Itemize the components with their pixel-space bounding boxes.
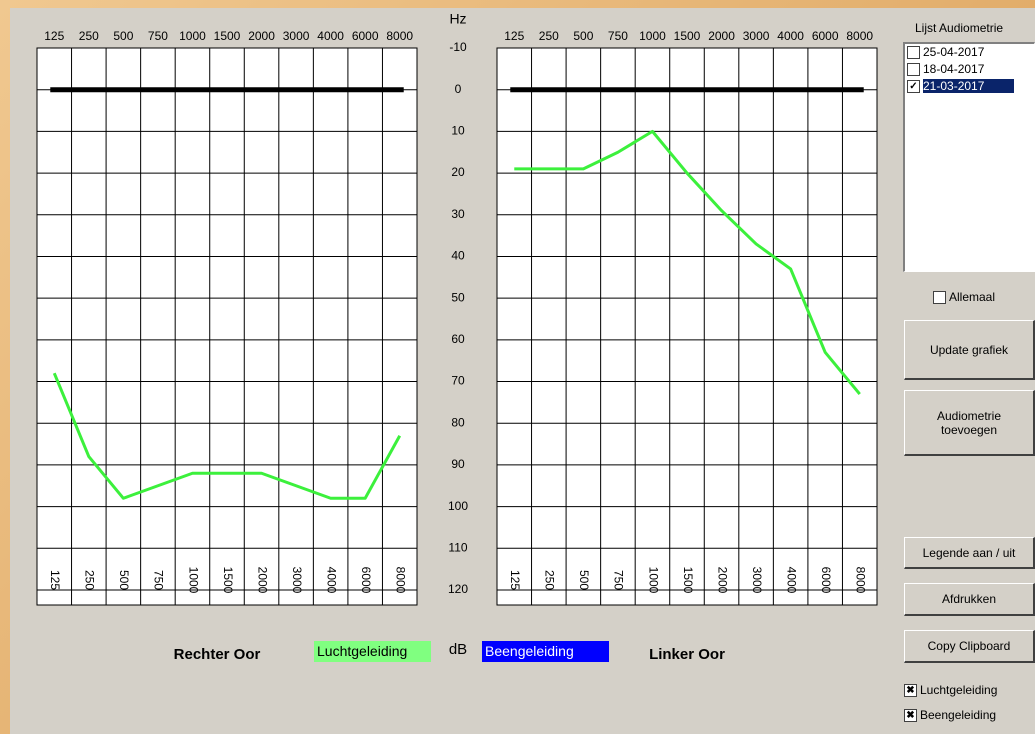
plot-background <box>36 47 418 606</box>
list-item[interactable]: 18-04-2017 <box>905 61 1034 78</box>
x-tick-label: 250 <box>539 29 559 43</box>
chart-title: Linker Oor <box>649 646 725 663</box>
x-tick-label-rotated: 500 <box>577 570 591 590</box>
x-tick-label: 2000 <box>248 29 275 43</box>
list-title[interactable]: Lijst Audiometrie <box>915 21 1004 35</box>
x-tick-label: 125 <box>44 29 64 43</box>
y-tick-label: 50 <box>451 290 465 304</box>
y-tick-label: 100 <box>448 499 468 513</box>
x-tick-label-rotated: 250 <box>83 570 97 590</box>
series-line <box>52 372 402 500</box>
x-tick-label-rotated: 2000 <box>255 567 269 594</box>
x-tick-label-rotated: 125 <box>508 570 522 590</box>
checkbox: ✓ <box>907 80 920 94</box>
x-tick-label: 1000 <box>639 29 666 43</box>
x-tick-label-rotated: 4000 <box>784 567 798 594</box>
checkbox <box>933 291 946 305</box>
option-checkbox[interactable]: ✖ Beengeleiding <box>904 708 997 723</box>
list-item-label: 25-04-2017 <box>923 45 985 59</box>
y-tick-label: 80 <box>451 415 465 429</box>
x-axis-label: Hz <box>449 11 466 27</box>
x-tick-label-rotated: 250 <box>543 570 557 590</box>
x-tick-label: 2000 <box>708 29 735 43</box>
x-tick-label: 750 <box>148 29 168 43</box>
y-tick-label: 10 <box>451 124 465 138</box>
chart-title: Rechter Oor <box>174 646 261 663</box>
y-tick-label: 120 <box>448 582 468 596</box>
legend-item: Luchtgeleiding <box>314 641 431 662</box>
button[interactable]: Legende aan / uit <box>904 537 1035 569</box>
all-checkbox[interactable]: Allemaal <box>933 290 996 305</box>
checkbox: ✖ <box>904 684 917 698</box>
x-tick-label: 1500 <box>214 29 241 43</box>
x-tick-label: 8000 <box>386 29 413 43</box>
button[interactable]: Copy Clipboard <box>904 630 1035 663</box>
list-item-label: 21-03-2017 <box>923 79 1015 93</box>
x-tick-label: 750 <box>608 29 628 43</box>
x-tick-label: 1500 <box>674 29 701 43</box>
date-list[interactable]: 25-04-2017 18-04-2017 ✓ 21-03-2017 <box>903 42 1035 272</box>
x-tick-label: 125 <box>504 29 524 43</box>
y-tick-label: 40 <box>451 249 465 263</box>
x-tick-label: 3000 <box>743 29 770 43</box>
checkbox <box>907 46 920 60</box>
x-tick-label-rotated: 4000 <box>324 567 338 594</box>
x-tick-label-rotated: 1000 <box>646 567 660 594</box>
x-tick-label-rotated: 750 <box>152 570 166 590</box>
y-tick-label: 0 <box>455 82 462 96</box>
x-tick-label-rotated: 125 <box>48 570 62 590</box>
x-tick-label: 500 <box>113 29 133 43</box>
checkbox-label: Allemaal <box>949 290 996 304</box>
y-tick-label: 60 <box>451 332 465 346</box>
checkbox: ✖ <box>904 709 917 723</box>
button[interactable]: Afdrukken <box>904 583 1035 616</box>
checkbox-label: Luchtgeleiding <box>920 683 998 697</box>
y-tick-label: 20 <box>451 165 465 179</box>
x-tick-label-rotated: 3000 <box>290 567 304 594</box>
button[interactable]: Update grafiek <box>904 320 1035 380</box>
y-tick-label: 90 <box>451 457 465 471</box>
x-tick-label-rotated: 6000 <box>359 567 373 594</box>
checkbox <box>907 63 920 77</box>
list-item-label: 18-04-2017 <box>923 62 985 76</box>
x-tick-label-rotated: 2000 <box>715 567 729 594</box>
y-tick-label: 30 <box>451 207 465 221</box>
x-tick-label-rotated: 6000 <box>819 567 833 594</box>
y-axis-label: dB <box>449 641 467 658</box>
list-item[interactable]: ✓ 21-03-2017 <box>905 78 1034 95</box>
x-tick-label: 6000 <box>812 29 839 43</box>
x-tick-label-rotated: 500 <box>117 570 131 590</box>
x-tick-label: 3000 <box>283 29 310 43</box>
y-tick-label: 70 <box>451 374 465 388</box>
x-tick-label-rotated: 3000 <box>750 567 764 594</box>
x-tick-label: 4000 <box>777 29 804 43</box>
button[interactable]: Audiometrie toevoegen <box>904 390 1035 456</box>
series-line <box>514 129 861 396</box>
x-tick-label-rotated: 8000 <box>854 567 868 594</box>
x-tick-label-rotated: 750 <box>612 570 626 590</box>
x-tick-label-rotated: 1000 <box>186 567 200 594</box>
x-tick-label-rotated: 1500 <box>681 567 695 594</box>
option-checkbox[interactable]: ✖ Luchtgeleiding <box>904 683 998 698</box>
x-tick-label: 250 <box>79 29 99 43</box>
checkbox-label: Beengeleiding <box>920 708 997 722</box>
x-tick-label: 1000 <box>179 29 206 43</box>
x-tick-label: 500 <box>573 29 593 43</box>
x-tick-label: 6000 <box>352 29 379 43</box>
list-item[interactable]: 25-04-2017 <box>905 44 1034 61</box>
y-tick-label: -10 <box>449 40 467 54</box>
x-tick-label-rotated: 8000 <box>394 567 408 594</box>
x-tick-label-rotated: 1500 <box>221 567 235 594</box>
x-tick-label: 4000 <box>317 29 344 43</box>
legend-item: Beengeleiding <box>482 641 609 662</box>
y-tick-label: 110 <box>448 540 467 554</box>
x-tick-label: 8000 <box>846 29 873 43</box>
